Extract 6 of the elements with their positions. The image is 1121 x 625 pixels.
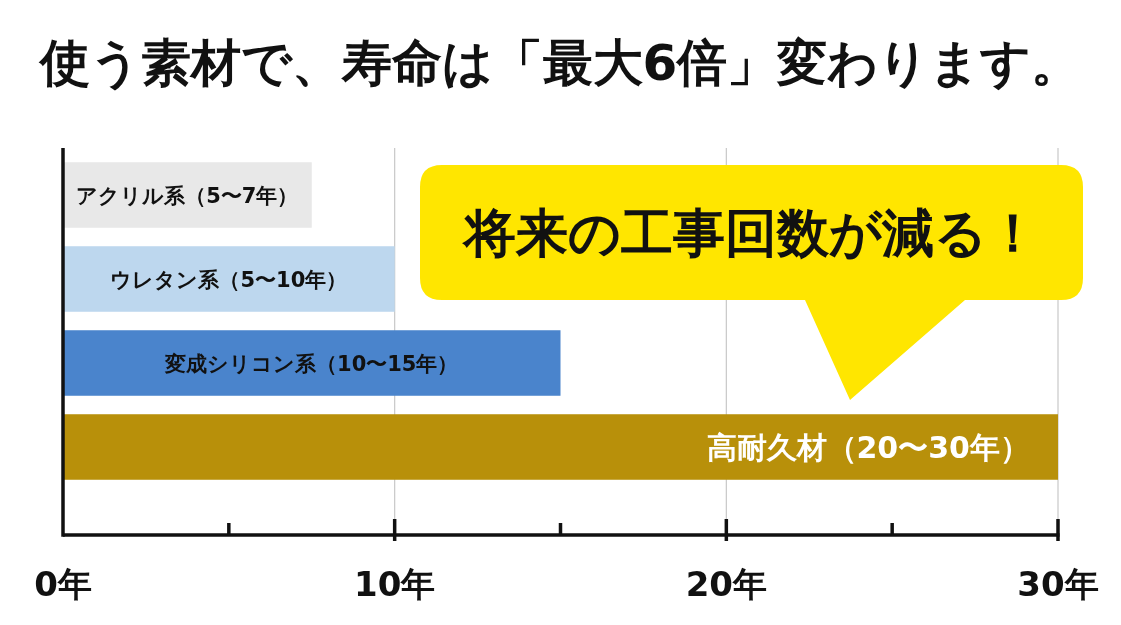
x-tick-label: 10年 xyxy=(354,564,436,604)
title: 使う素材で、寿命は「最大6倍」変わります。 xyxy=(39,34,1082,92)
annotation: 将来の工事回数が減る！ xyxy=(464,202,1039,263)
x-tick-label: 30年 xyxy=(1017,564,1099,604)
x-tick-label: 0年 xyxy=(34,564,92,604)
x-tick-label: 20年 xyxy=(685,564,767,604)
